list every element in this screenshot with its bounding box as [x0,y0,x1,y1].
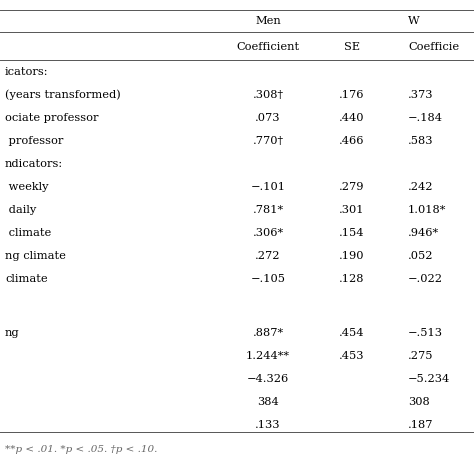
Text: .440: .440 [339,113,365,123]
Text: .308†: .308† [253,90,283,100]
Text: .176: .176 [339,90,365,100]
Text: .306*: .306* [253,228,283,238]
Text: .279: .279 [339,182,365,192]
Text: Coefficient: Coefficient [237,42,300,52]
Text: 1.244**: 1.244** [246,351,290,361]
Text: icators:: icators: [5,67,48,77]
Text: W: W [408,16,420,26]
Text: weekly: weekly [5,182,48,192]
Text: −4.326: −4.326 [247,374,289,384]
Text: −.513: −.513 [408,328,443,338]
Text: .373: .373 [408,90,434,100]
Text: daily: daily [5,205,36,215]
Text: .453: .453 [339,351,365,361]
Text: .128: .128 [339,274,365,284]
Text: Men: Men [255,16,281,26]
Text: ng: ng [5,328,19,338]
Text: −5.234: −5.234 [408,374,450,384]
Text: −.184: −.184 [408,113,443,123]
Text: professor: professor [5,136,64,146]
Text: 384: 384 [257,397,279,407]
Text: .073: .073 [255,113,281,123]
Text: .454: .454 [339,328,365,338]
Text: .946*: .946* [408,228,439,238]
Text: .190: .190 [339,251,365,261]
Text: ng climate: ng climate [5,251,66,261]
Text: .583: .583 [408,136,434,146]
Text: .301: .301 [339,205,365,215]
Text: SE: SE [344,42,360,52]
Text: .242: .242 [408,182,434,192]
Text: .154: .154 [339,228,365,238]
Text: .781*: .781* [253,205,283,215]
Text: .770†: .770† [253,136,283,146]
Text: .275: .275 [408,351,434,361]
Text: climate: climate [5,228,51,238]
Text: Coefficie: Coefficie [408,42,459,52]
Text: ndicators:: ndicators: [5,159,63,169]
Text: −.022: −.022 [408,274,443,284]
Text: climate: climate [5,274,47,284]
Text: .466: .466 [339,136,365,146]
Text: .272: .272 [255,251,281,261]
Text: 1.018*: 1.018* [408,205,447,215]
Text: −.105: −.105 [250,274,285,284]
Text: ociate professor: ociate professor [5,113,99,123]
Text: −.101: −.101 [250,182,285,192]
Text: **p < .01. *p < .05. †p < .10.: **p < .01. *p < .05. †p < .10. [5,446,157,455]
Text: .133: .133 [255,420,281,430]
Text: 308: 308 [408,397,430,407]
Text: .187: .187 [408,420,434,430]
Text: .887*: .887* [253,328,283,338]
Text: (years transformed): (years transformed) [5,90,121,100]
Text: .052: .052 [408,251,434,261]
